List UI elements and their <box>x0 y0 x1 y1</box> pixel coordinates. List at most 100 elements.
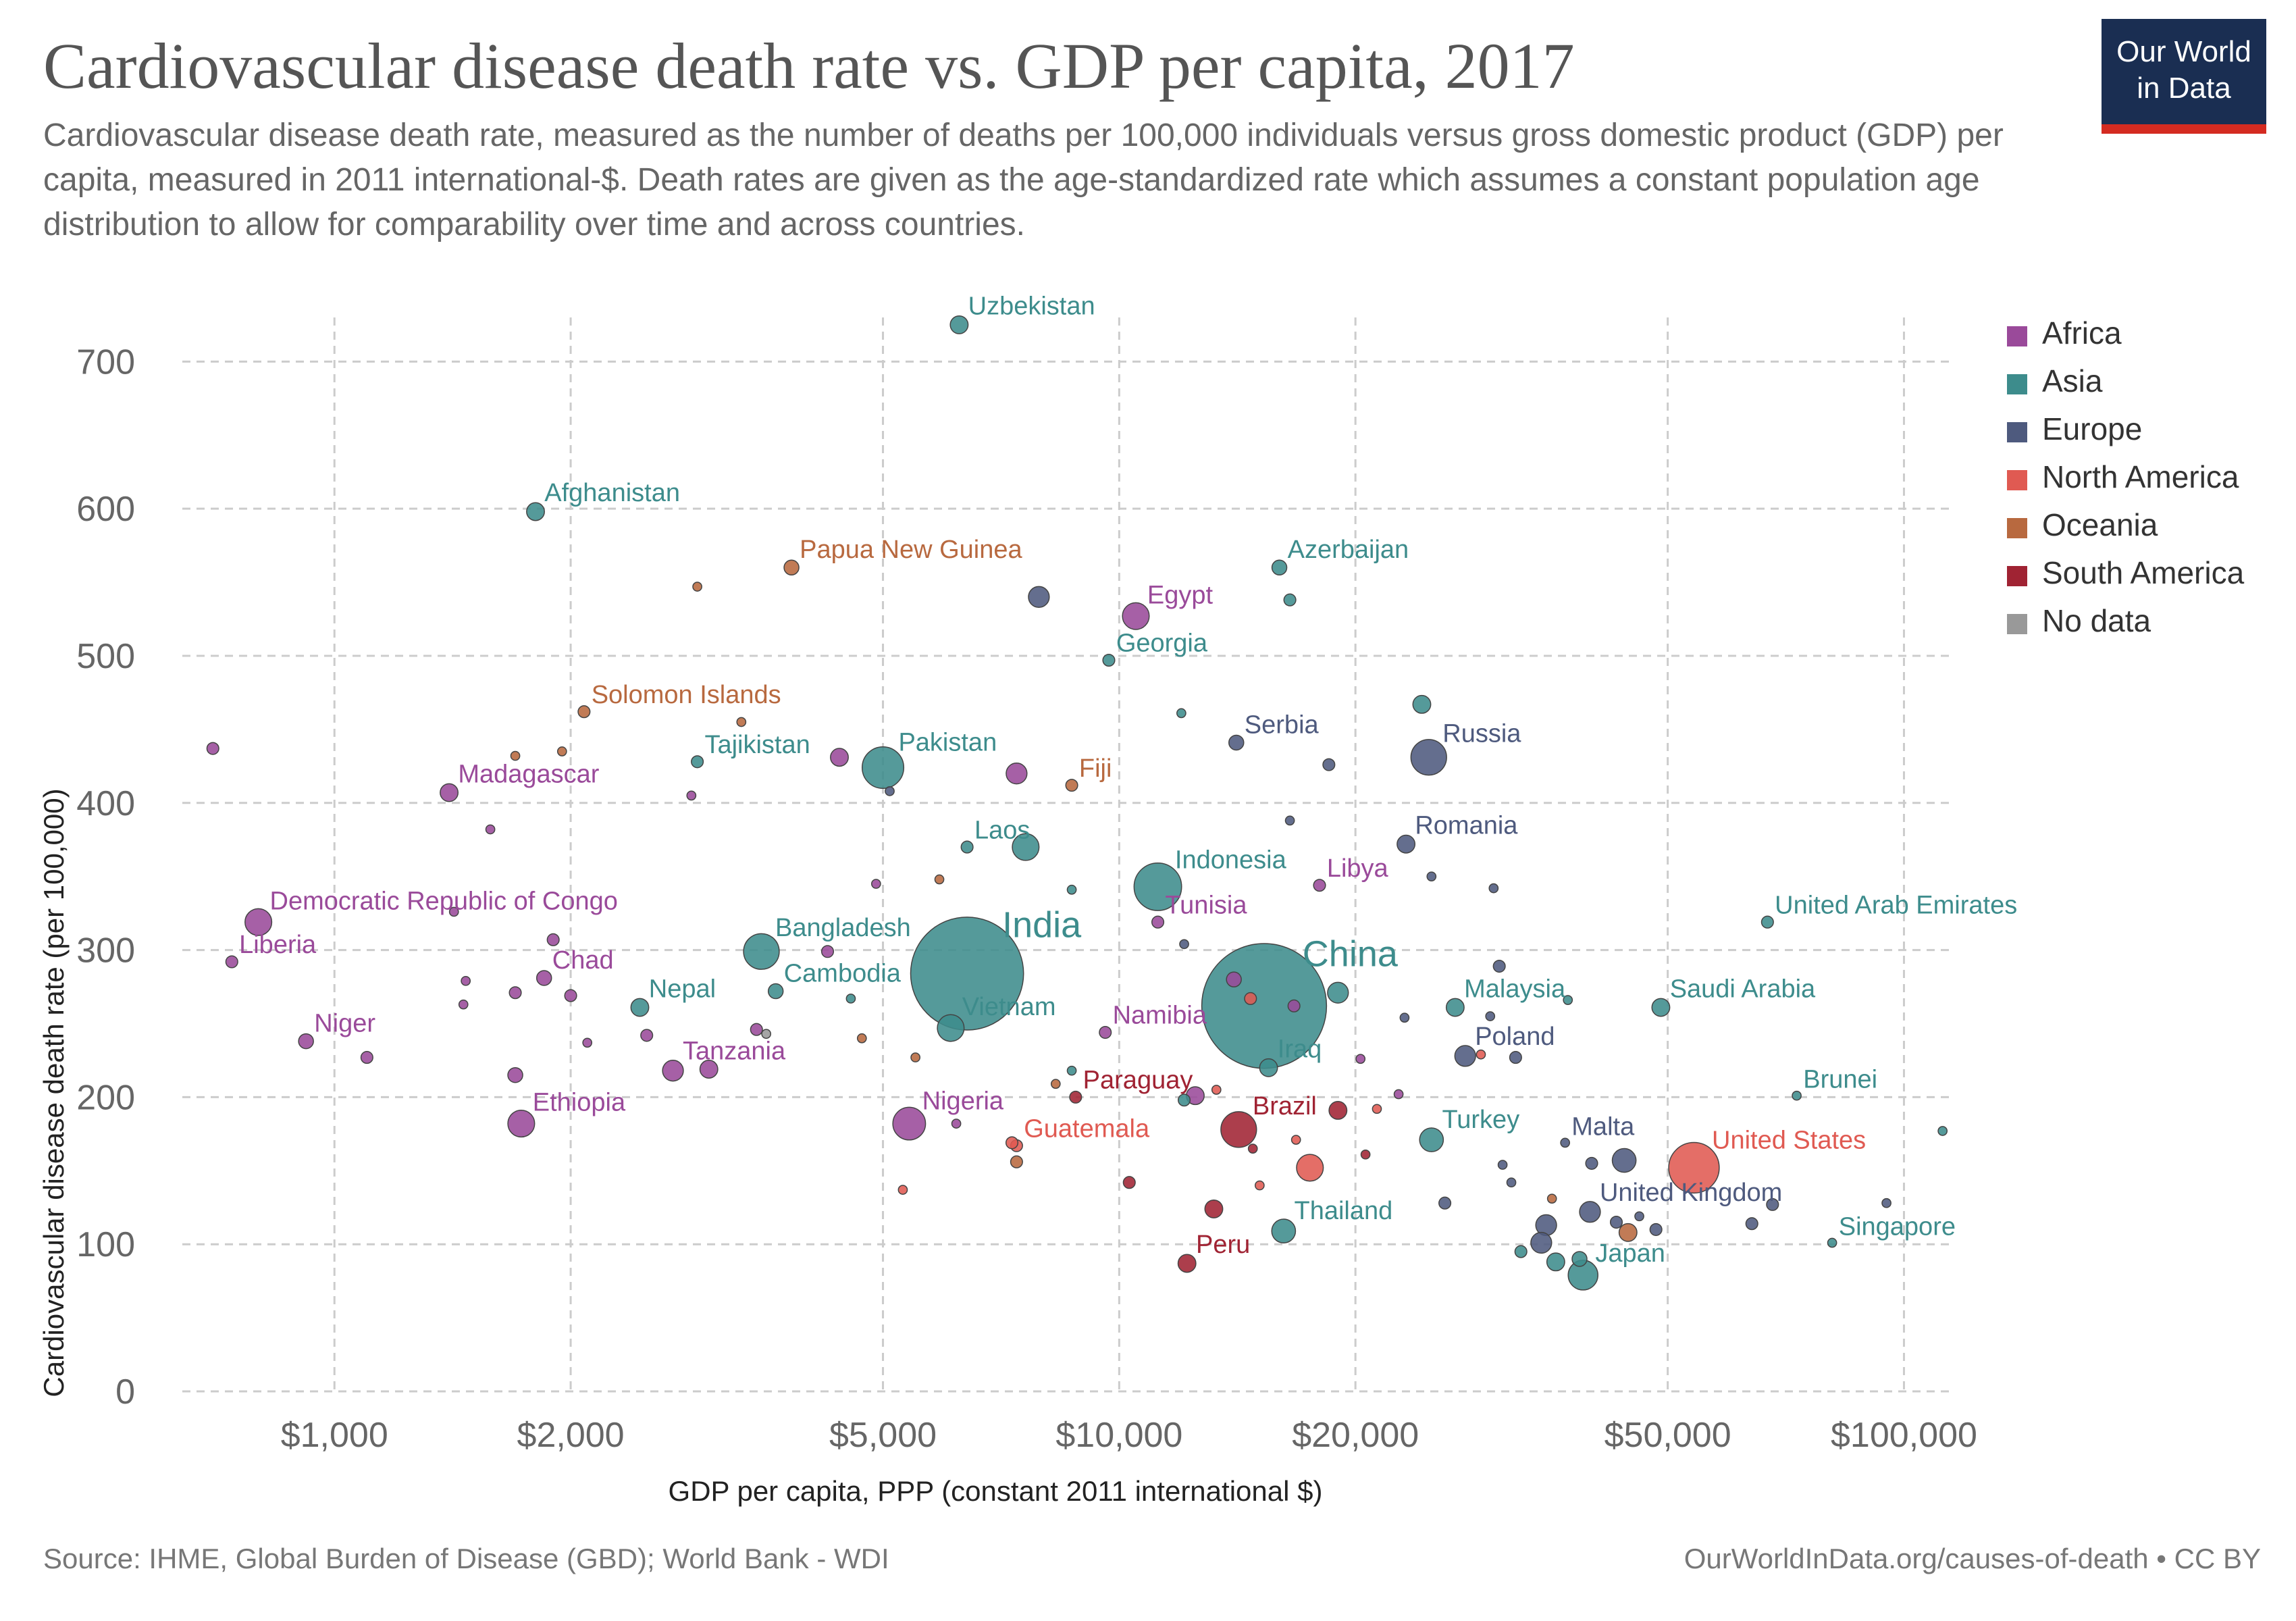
data-point <box>736 717 747 727</box>
legend-swatch <box>2007 326 2027 346</box>
data-point <box>1609 1215 1623 1229</box>
point-label: Saudi Arabia <box>1670 975 1816 1003</box>
data-point <box>1563 995 1573 1005</box>
point-label: Uzbekistan <box>968 292 1095 321</box>
data-point <box>1271 559 1288 576</box>
x-tick-label: $10,000 <box>1055 1416 1182 1455</box>
data-point <box>856 1033 867 1044</box>
data-point <box>244 908 273 936</box>
x-tick-label: $2,000 <box>517 1416 625 1455</box>
legend-swatch <box>2007 518 2027 538</box>
point-label: Thailand <box>1295 1197 1393 1225</box>
data-point <box>1322 758 1336 771</box>
data-point <box>556 746 567 756</box>
data-point <box>910 917 1024 1031</box>
owid-logo[interactable]: Our World in Data <box>2102 19 2266 134</box>
data-point <box>1766 1198 1779 1211</box>
data-point <box>1360 1149 1371 1160</box>
data-point <box>546 933 560 946</box>
point-label: China <box>1303 934 1399 975</box>
y-tick-label: 100 <box>76 1225 135 1264</box>
point-label: Guatemala <box>1024 1114 1150 1143</box>
data-point <box>1226 971 1242 987</box>
chart-subtitle: Cardiovascular disease death rate, measu… <box>43 118 2004 242</box>
data-point <box>507 1066 523 1083</box>
data-point <box>1066 884 1077 895</box>
data-point <box>1509 1051 1522 1064</box>
data-point <box>1271 1218 1297 1243</box>
data-point <box>1827 1237 1837 1248</box>
point-label: United Arab Emirates <box>1775 891 2017 919</box>
point-label: Libya <box>1327 854 1389 883</box>
point-label: Tunisia <box>1165 891 1247 919</box>
credit-link[interactable]: OurWorldInData.org/causes-of-death • CC … <box>1684 1543 2261 1574</box>
y-axis-title: Cardiovascular disease death rate (per 1… <box>38 788 70 1397</box>
data-point <box>1634 1211 1644 1222</box>
data-point <box>686 790 697 801</box>
data-point <box>1287 999 1301 1012</box>
point-label: Malta <box>1571 1112 1635 1141</box>
data-point <box>951 1118 962 1129</box>
x-tick-label: $50,000 <box>1604 1416 1731 1455</box>
data-point <box>1611 1148 1637 1173</box>
axis-ticks: 0 100 200 300 400 500 600 700 $1,000 $2,000 $5,000… <box>76 342 1977 1455</box>
data-point <box>1006 763 1028 785</box>
data-points <box>206 315 1948 1291</box>
point-label: Romania <box>1415 811 1518 840</box>
data-point <box>1668 1141 1720 1194</box>
data-point <box>1560 1137 1571 1148</box>
legend-swatch <box>2007 470 2027 490</box>
y-tick-label: 600 <box>76 490 135 529</box>
point-label: Turkey <box>1442 1106 1519 1134</box>
data-point <box>830 748 849 767</box>
data-point <box>1283 593 1297 607</box>
data-point <box>1649 1223 1663 1236</box>
x-tick-label: $5,000 <box>829 1416 937 1455</box>
point-label: Chad <box>552 946 614 975</box>
data-point <box>743 933 780 970</box>
point-label: Nepal <box>649 975 716 1003</box>
data-point <box>1618 1223 1638 1242</box>
data-point <box>1244 992 1257 1006</box>
data-point <box>691 755 704 769</box>
point-label: Tanzania <box>683 1037 786 1066</box>
point-label: Laos <box>974 816 1030 844</box>
data-point <box>892 1106 927 1141</box>
data-point <box>1426 871 1437 882</box>
data-point <box>577 705 591 719</box>
point-label: Brunei <box>1803 1066 1877 1094</box>
data-point <box>1204 1199 1224 1218</box>
point-label: Vietnam <box>962 993 1056 1021</box>
data-point <box>1066 1065 1077 1076</box>
data-point <box>510 750 521 761</box>
data-point <box>1211 1085 1222 1095</box>
data-point <box>1506 1177 1517 1188</box>
data-point <box>1454 1045 1476 1067</box>
data-point <box>1176 708 1186 719</box>
data-point <box>1530 1231 1553 1254</box>
point-label: Cambodia <box>784 960 902 988</box>
point-label: Paraguay <box>1083 1066 1193 1095</box>
point-label: India <box>1002 904 1082 945</box>
legend-swatch <box>2007 566 2027 586</box>
data-point <box>845 994 856 1004</box>
data-point <box>440 783 459 802</box>
data-point <box>934 874 945 885</box>
point-label: Solomon Islands <box>592 681 781 709</box>
data-point <box>1328 1101 1348 1120</box>
data-point <box>298 1033 314 1050</box>
data-point <box>1102 653 1116 667</box>
data-point <box>225 955 238 969</box>
data-point <box>1419 1127 1444 1152</box>
y-tick-label: 500 <box>76 637 135 676</box>
data-point <box>206 742 219 755</box>
data-point <box>1284 815 1295 826</box>
y-tick-label: 400 <box>76 784 135 823</box>
chart-title: Cardiovascular disease death rate vs. GD… <box>43 30 1575 102</box>
data-point <box>1005 1136 1019 1150</box>
point-label: Madagascar <box>458 760 599 788</box>
data-point <box>1122 1176 1136 1189</box>
data-point <box>1745 1217 1758 1231</box>
y-tick-label: 0 <box>115 1372 135 1412</box>
